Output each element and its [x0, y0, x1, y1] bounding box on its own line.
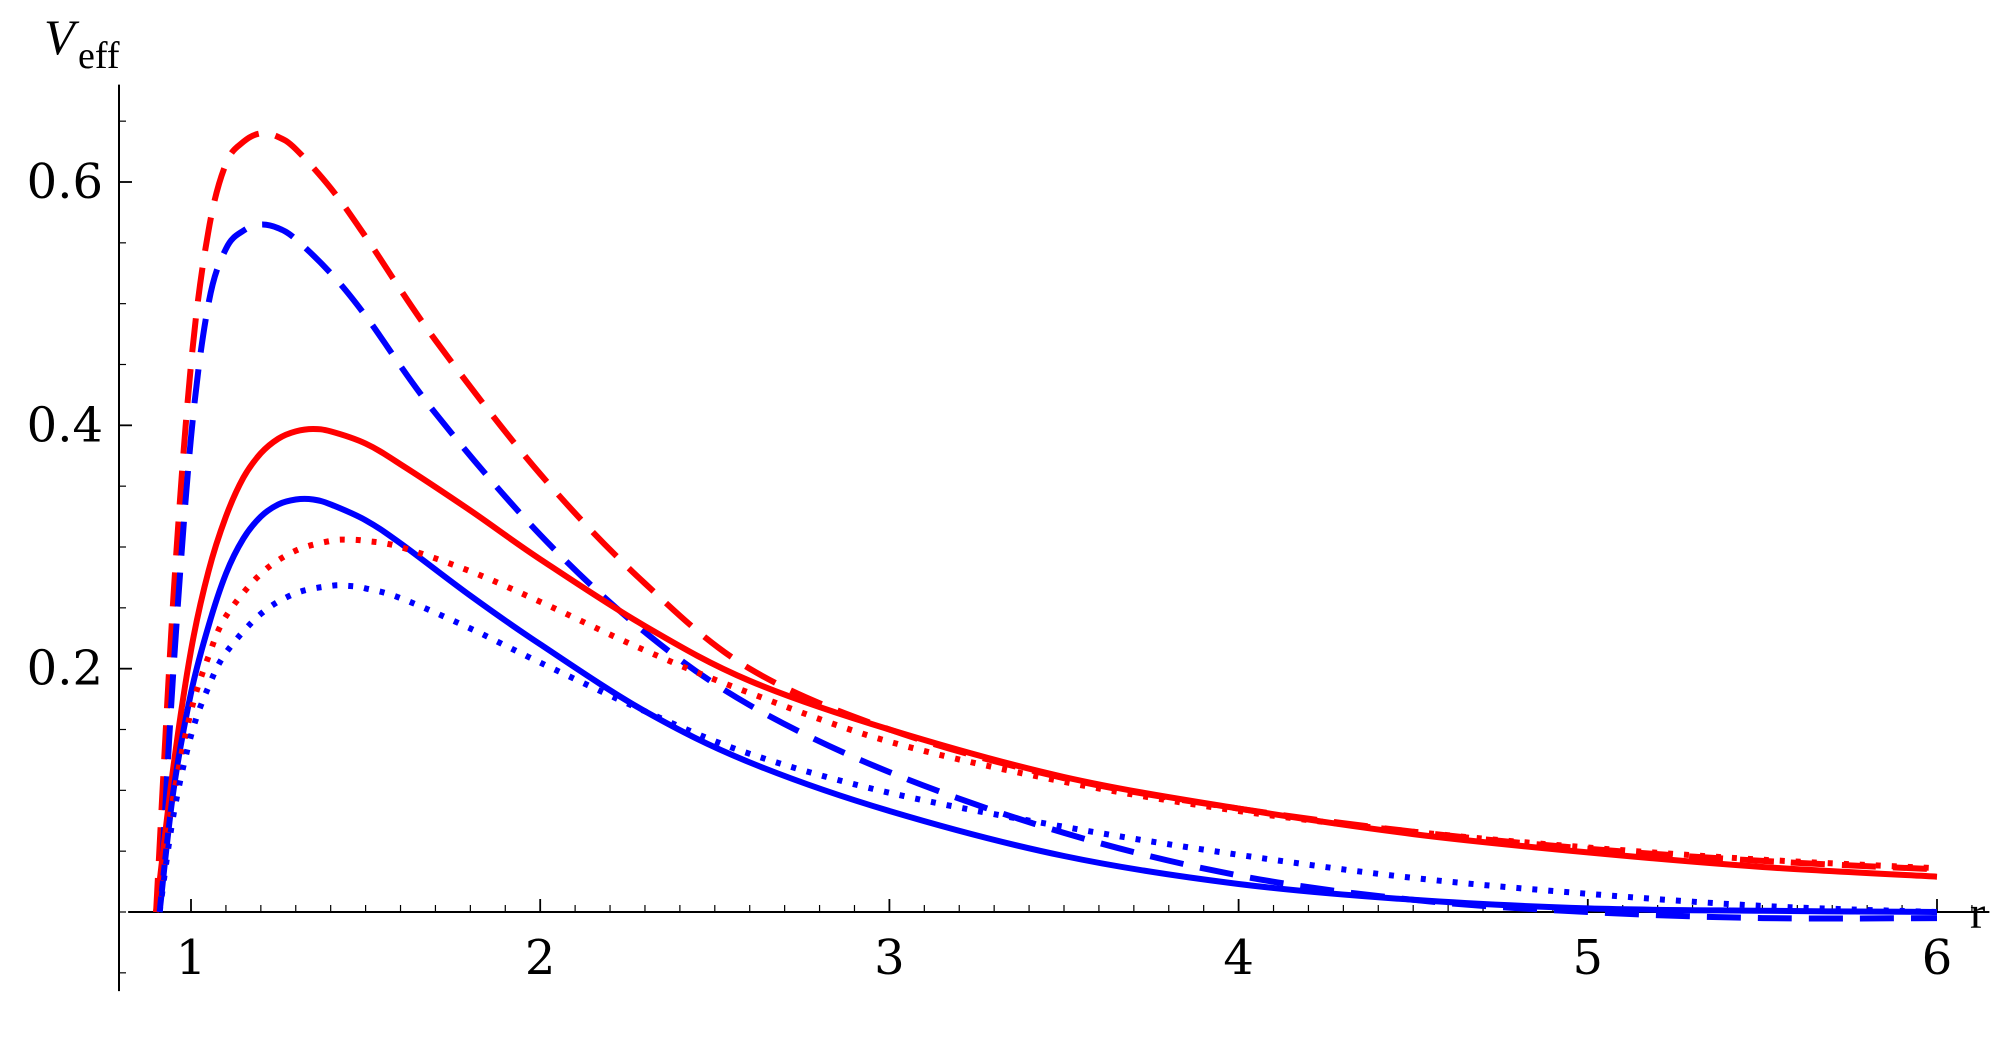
ticks: 1 2 3 4 5 6 0.2 0.4 0.6: [27, 120, 1973, 986]
y-tick-label: 0.4: [27, 397, 103, 453]
x-tick-label: 1: [176, 930, 207, 986]
y-tick-label: 0.6: [27, 154, 103, 210]
series-line-red-solid: [153, 426, 1938, 913]
series-line-red-dotted: [153, 536, 1938, 913]
x-tick-label: 5: [1573, 930, 1604, 986]
series-lines: [153, 130, 1938, 922]
y-axis-title: V eff: [44, 9, 120, 77]
y-tick-label: 0.2: [27, 641, 103, 697]
x-tick-label: 4: [1223, 930, 1254, 986]
x-tick-label: 3: [874, 930, 905, 986]
series-line-blue-dotted: [156, 582, 1938, 915]
y-axis-title-sub: eff: [78, 35, 120, 77]
series-line-blue-dashed: [156, 221, 1938, 922]
x-tick-label: 6: [1922, 930, 1953, 986]
series-line-red-dashed: [153, 130, 1938, 913]
series-line-blue-solid: [156, 495, 1938, 915]
x-tick-label: 2: [525, 930, 556, 986]
y-axis-title-main: V: [44, 9, 80, 65]
